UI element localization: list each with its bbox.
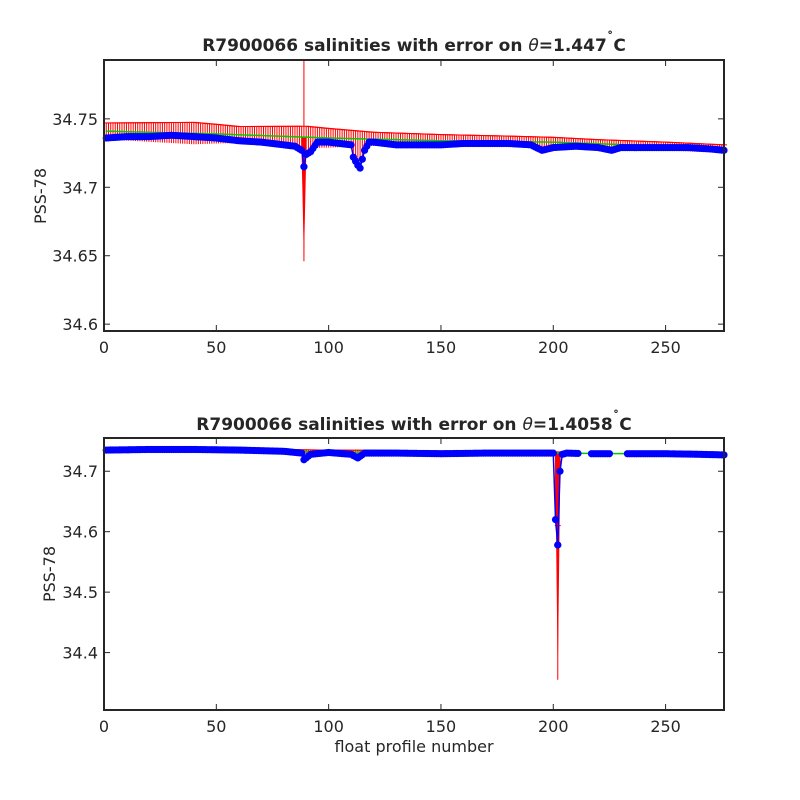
top-axis-ticks: 0 50 100 150 200 250 34.6 34.65 34.7 34.75 bbox=[52, 60, 724, 357]
top-x-tick-label: 50 bbox=[206, 338, 226, 357]
bottom-plot-marks bbox=[102, 445, 728, 680]
bottom-salinity-point bbox=[298, 449, 306, 457]
bottom-y-tick-label: 34.5 bbox=[62, 583, 98, 602]
top-salinity-point bbox=[358, 155, 366, 163]
bottom-salinity-line bbox=[106, 448, 579, 546]
top-x-tick-label: 150 bbox=[426, 338, 457, 357]
top-chart-title: R7900066 salinities with error on θ=1.44… bbox=[202, 30, 626, 56]
top-y-axis-label: PSS-78 bbox=[31, 168, 50, 224]
top-salinity-point bbox=[347, 141, 355, 149]
top-salinity-point bbox=[356, 164, 364, 172]
bottom-salinity-point bbox=[574, 449, 582, 458]
top-y-tick-label: 34.6 bbox=[62, 315, 98, 334]
top-y-tick-label: 34.75 bbox=[52, 110, 98, 129]
x-axis-label: float profile number bbox=[334, 737, 494, 756]
bottom-y-tick-label: 34.4 bbox=[62, 644, 98, 663]
bottom-y-axis-label: PSS-78 bbox=[40, 546, 59, 602]
bottom-y-tick-label: 34.6 bbox=[62, 523, 98, 542]
top-y-tick-label: 34.7 bbox=[62, 178, 98, 197]
bottom-salinity-point bbox=[605, 450, 614, 458]
top-x-tick-label: 200 bbox=[538, 338, 569, 357]
bottom-x-tick-label: 150 bbox=[426, 717, 457, 736]
bottom-chart-title: R7900066 salinities with error on θ=1.40… bbox=[196, 409, 631, 435]
top-x-tick-label: 250 bbox=[650, 338, 681, 357]
top-plot-marks bbox=[102, 59, 728, 262]
bottom-salinity-point bbox=[556, 467, 564, 475]
bottom-salinity-outlier-point bbox=[554, 541, 562, 549]
bottom-x-tick-label: 50 bbox=[206, 717, 226, 736]
bottom-panel: R7900066 salinities with error on θ=1.40… bbox=[40, 409, 728, 756]
bottom-y-tick-label: 34.7 bbox=[62, 462, 98, 481]
top-panel: R7900066 salinities with error on θ=1.44… bbox=[31, 30, 728, 357]
bottom-x-tick-label: 200 bbox=[538, 717, 569, 736]
bottom-x-tick-label: 100 bbox=[313, 717, 344, 736]
top-x-tick-label: 100 bbox=[313, 338, 344, 357]
top-salinity-outlier-point bbox=[300, 163, 308, 171]
bottom-plot-frame bbox=[103, 437, 725, 711]
top-x-tick-label: 0 bbox=[99, 338, 109, 357]
bottom-axis-ticks: 0 50 100 150 200 250 34.4 34.5 34.6 34.7 bbox=[62, 438, 724, 736]
bottom-x-tick-label: 0 bbox=[99, 717, 109, 736]
bottom-x-tick-label: 250 bbox=[650, 717, 681, 736]
bottom-salinity-point bbox=[551, 516, 560, 524]
top-plot-frame bbox=[103, 59, 725, 332]
bottom-salinity-point bbox=[549, 449, 557, 457]
top-y-tick-label: 34.65 bbox=[52, 247, 98, 266]
